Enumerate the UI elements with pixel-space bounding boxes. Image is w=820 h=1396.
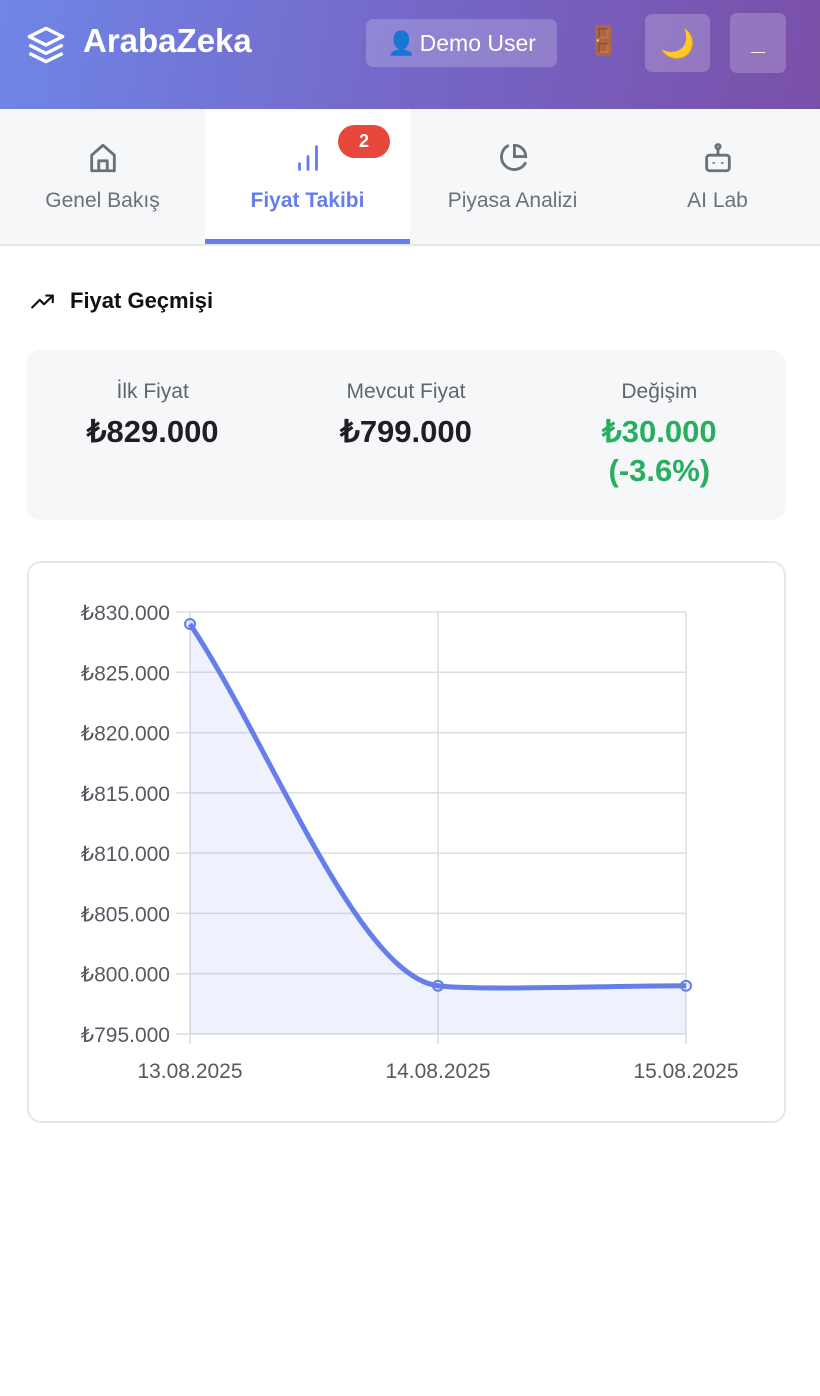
price-line (187, 622, 687, 991)
pie-chart-icon (499, 143, 527, 171)
change-value: ₺30.000 (602, 414, 717, 449)
logout-door-icon[interactable]: 🚪 (586, 25, 621, 56)
first-price-label: İlk Fiyat (116, 380, 189, 403)
moon-icon: 🌙 (660, 27, 695, 59)
tab-overview[interactable]: Genel Bakış (0, 109, 205, 244)
change-label: Değişim (621, 380, 698, 403)
price-history-chart: ₺795.000 ₺800.000 ₺805.000 ₺810.000 ₺815.000… (81, 602, 739, 1083)
tab-label: Fiyat Takibi (250, 189, 365, 212)
y-tick-label: ₺795.000 (81, 1024, 170, 1047)
y-tick-label: ₺805.000 (81, 903, 170, 926)
section-title: Fiyat Geçmişi (26, 288, 213, 314)
app-header: ArabaZeka 👤 Demo User 🚪 🌙 _ (0, 0, 820, 109)
y-tick-label: ₺830.000 (81, 602, 170, 625)
robot-icon (704, 143, 731, 173)
home-icon (89, 143, 116, 173)
change-percent: (-3.6%) (608, 453, 711, 488)
data-point (184, 618, 196, 631)
first-price-value: ₺829.000 (86, 414, 219, 449)
y-tick-label: ₺825.000 (81, 662, 170, 685)
y-tick-label: ₺815.000 (81, 783, 170, 806)
minimize-button[interactable]: _ (730, 13, 786, 73)
tab-label: AI Lab (687, 189, 748, 212)
layers-icon (27, 26, 65, 64)
theme-toggle-button[interactable]: 🌙 (645, 14, 710, 72)
data-point (432, 979, 444, 992)
tab-label: Genel Bakış (45, 189, 160, 212)
price-chart-card: ₺795.000 ₺800.000 ₺805.000 ₺810.000 ₺815.000… (27, 561, 786, 1123)
data-point (680, 979, 692, 992)
x-tick-label: 15.08.2025 (633, 1060, 738, 1083)
tab-market-analysis[interactable]: Piyasa Analizi (410, 109, 615, 244)
tab-label: Piyasa Analizi (447, 189, 578, 212)
tab-ai-lab[interactable]: AI Lab (615, 109, 820, 244)
notification-badge: 2 (338, 125, 390, 158)
section-title-text: Fiyat Geçmişi (70, 288, 214, 313)
user-name: Demo User (419, 29, 536, 56)
area-fill (190, 624, 686, 1034)
current-price-label: Mevcut Fiyat (346, 380, 466, 403)
y-tick-label: ₺810.000 (81, 843, 170, 866)
price-summary: İlk Fiyat ₺829.000 Mevcut Fiyat ₺799.000 D… (26, 350, 786, 520)
y-tick-label: ₺820.000 (81, 723, 170, 746)
brand-title: ArabaZeka (83, 22, 252, 59)
tab-bar: Genel Bakış Fiyat Takibi Piyasa Analizi … (0, 109, 820, 246)
trending-up-icon (31, 294, 54, 309)
y-tick-label: ₺800.000 (81, 964, 170, 987)
x-tick-label: 14.08.2025 (385, 1060, 490, 1083)
bar-chart-icon (297, 145, 318, 171)
current-price-value: ₺799.000 (340, 414, 472, 449)
user-button[interactable]: 👤 Demo User (366, 19, 557, 67)
user-icon: 👤 (387, 29, 416, 56)
x-tick-label: 13.08.2025 (137, 1060, 242, 1083)
